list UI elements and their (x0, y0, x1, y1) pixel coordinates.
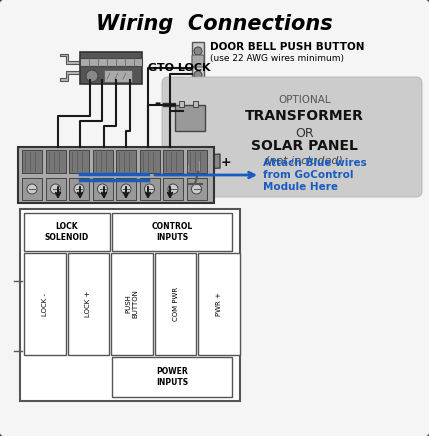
Circle shape (86, 70, 98, 82)
Text: OR: OR (295, 127, 314, 140)
Text: LOCK -: LOCK - (42, 293, 48, 316)
FancyBboxPatch shape (69, 178, 89, 200)
Text: POWER
INPUTS: POWER INPUTS (156, 367, 188, 387)
Circle shape (191, 184, 202, 194)
FancyBboxPatch shape (45, 150, 66, 173)
Circle shape (74, 184, 84, 194)
FancyBboxPatch shape (112, 357, 232, 397)
Text: SOLAR PANEL: SOLAR PANEL (251, 139, 358, 153)
FancyBboxPatch shape (22, 150, 42, 173)
FancyBboxPatch shape (104, 70, 132, 82)
Text: from GoControl: from GoControl (263, 170, 353, 180)
FancyBboxPatch shape (175, 105, 205, 131)
FancyBboxPatch shape (192, 55, 204, 67)
FancyBboxPatch shape (139, 178, 160, 200)
FancyBboxPatch shape (45, 178, 66, 200)
FancyBboxPatch shape (69, 150, 89, 173)
FancyBboxPatch shape (155, 253, 196, 355)
FancyBboxPatch shape (179, 101, 184, 107)
FancyBboxPatch shape (24, 213, 110, 251)
FancyBboxPatch shape (80, 58, 142, 66)
Text: (use 22 AWG wires minimum): (use 22 AWG wires minimum) (210, 54, 344, 63)
FancyBboxPatch shape (18, 147, 214, 203)
FancyBboxPatch shape (111, 253, 153, 355)
Text: PWR +: PWR + (216, 292, 222, 316)
FancyBboxPatch shape (80, 52, 142, 84)
FancyBboxPatch shape (24, 253, 66, 355)
Circle shape (97, 184, 108, 194)
Text: PUSH
BUTTON: PUSH BUTTON (126, 290, 139, 318)
Text: LOCK +: LOCK + (85, 291, 91, 317)
FancyBboxPatch shape (162, 77, 422, 197)
Text: –: – (154, 96, 160, 109)
Text: LOCK
SOLENOID: LOCK SOLENOID (45, 222, 89, 242)
Circle shape (145, 184, 154, 194)
Text: COM PWR: COM PWR (172, 287, 178, 321)
Circle shape (194, 71, 202, 79)
FancyBboxPatch shape (116, 150, 136, 173)
FancyBboxPatch shape (139, 150, 160, 173)
Text: Wiring  Connections: Wiring Connections (96, 14, 332, 34)
Text: +: + (221, 156, 231, 168)
FancyBboxPatch shape (68, 253, 109, 355)
FancyBboxPatch shape (187, 178, 206, 200)
Polygon shape (60, 71, 80, 81)
Text: DOOR BELL PUSH BUTTON: DOOR BELL PUSH BUTTON (210, 42, 365, 52)
Text: Module Here: Module Here (263, 182, 338, 192)
Text: GTO LOCK: GTO LOCK (148, 63, 211, 73)
FancyBboxPatch shape (93, 150, 112, 173)
FancyBboxPatch shape (93, 178, 112, 200)
FancyBboxPatch shape (198, 253, 240, 355)
Text: TRANSFORMER: TRANSFORMER (245, 109, 364, 123)
FancyBboxPatch shape (116, 178, 136, 200)
Circle shape (121, 184, 131, 194)
FancyBboxPatch shape (112, 213, 232, 251)
Circle shape (168, 184, 178, 194)
Polygon shape (177, 154, 220, 172)
FancyBboxPatch shape (187, 150, 206, 173)
FancyBboxPatch shape (193, 101, 198, 107)
FancyBboxPatch shape (20, 209, 240, 401)
FancyBboxPatch shape (22, 178, 42, 200)
FancyBboxPatch shape (163, 178, 183, 200)
Text: OPTIONAL: OPTIONAL (278, 95, 331, 105)
Polygon shape (60, 54, 80, 64)
Text: Attach Blue wires: Attach Blue wires (263, 158, 367, 168)
Text: CONTROL
INPUTS: CONTROL INPUTS (151, 222, 193, 242)
Circle shape (51, 184, 60, 194)
Circle shape (27, 184, 37, 194)
FancyBboxPatch shape (192, 42, 204, 84)
Text: (not included): (not included) (266, 155, 343, 165)
FancyBboxPatch shape (163, 150, 183, 173)
Circle shape (194, 47, 202, 55)
